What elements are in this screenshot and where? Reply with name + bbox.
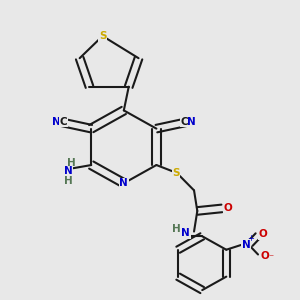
- Text: N: N: [188, 117, 196, 127]
- Text: N: N: [52, 117, 60, 127]
- Text: N: N: [64, 167, 73, 176]
- Text: S: S: [172, 168, 180, 178]
- Text: +: +: [248, 233, 254, 242]
- Text: N: N: [182, 228, 190, 238]
- Text: H: H: [67, 158, 76, 169]
- Text: O: O: [224, 203, 232, 213]
- Text: S: S: [99, 31, 106, 41]
- Text: C: C: [180, 117, 188, 127]
- Text: C: C: [60, 117, 67, 127]
- Text: N: N: [119, 178, 128, 188]
- Text: H: H: [64, 176, 73, 186]
- Text: O: O: [261, 251, 270, 261]
- Text: H: H: [172, 224, 180, 234]
- Text: O: O: [259, 229, 268, 239]
- Text: N: N: [242, 240, 250, 250]
- Text: ⁻: ⁻: [268, 253, 274, 263]
